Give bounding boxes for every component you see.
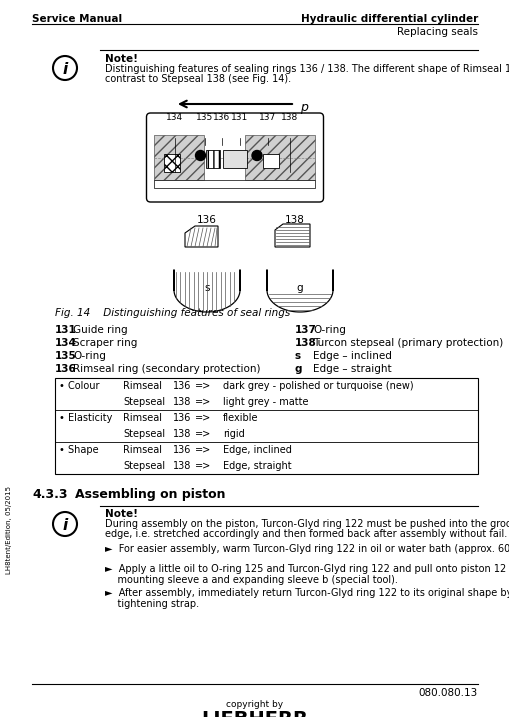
Bar: [206, 150, 220, 168]
Text: Rimseal: Rimseal: [123, 445, 162, 455]
Bar: [222, 150, 246, 168]
Text: 138: 138: [281, 113, 298, 122]
Text: tightening strap.: tightening strap.: [105, 599, 199, 609]
Text: ►  For easier assembly, warm Turcon-Glyd ring 122 in oil or water bath (approx. : ► For easier assembly, warm Turcon-Glyd …: [105, 544, 509, 554]
Bar: [154, 135, 204, 180]
Text: During assembly on the piston, Turcon-Glyd ring 122 must be pushed into the groo: During assembly on the piston, Turcon-Gl…: [105, 519, 509, 529]
Text: Service Manual: Service Manual: [32, 14, 122, 24]
Text: 137: 137: [294, 325, 316, 335]
Text: Edge – straight: Edge – straight: [313, 364, 391, 374]
Text: ►  Apply a little oil to O-ring 125 and Turcon-Glyd ring 122 and pull onto pisto: ► Apply a little oil to O-ring 125 and T…: [105, 564, 509, 574]
Text: Hydraulic differential cylinder: Hydraulic differential cylinder: [300, 14, 477, 24]
Text: Stepseal: Stepseal: [123, 461, 165, 471]
Text: p: p: [299, 101, 307, 114]
Text: Rimseal ring (secondary protection): Rimseal ring (secondary protection): [73, 364, 260, 374]
Text: 137: 137: [259, 113, 276, 122]
Text: i: i: [62, 62, 68, 77]
Text: Scraper ring: Scraper ring: [73, 338, 137, 348]
Text: dark grey - polished or turquoise (new): dark grey - polished or turquoise (new): [222, 381, 413, 391]
Text: g: g: [294, 364, 302, 374]
Text: 4.3.3: 4.3.3: [32, 488, 67, 501]
Text: =>: =>: [194, 429, 211, 439]
Text: Edge, straight: Edge, straight: [222, 461, 291, 471]
Text: Stepseal: Stepseal: [123, 397, 165, 407]
Text: O-ring: O-ring: [313, 325, 345, 335]
Text: copyright by: copyright by: [226, 700, 283, 709]
Text: light grey - matte: light grey - matte: [222, 397, 308, 407]
Text: 138: 138: [173, 429, 191, 439]
Bar: [154, 180, 315, 189]
Text: contrast to Stepseal 138 (see Fig. 14).: contrast to Stepseal 138 (see Fig. 14).: [105, 74, 291, 84]
Text: 134: 134: [166, 113, 183, 122]
Bar: [263, 153, 278, 168]
Text: 138: 138: [173, 461, 191, 471]
Bar: [244, 135, 315, 180]
Text: =>: =>: [194, 397, 211, 407]
Text: Stepseal: Stepseal: [123, 429, 165, 439]
Text: rigid: rigid: [222, 429, 244, 439]
Text: =>: =>: [194, 461, 211, 471]
Text: 135: 135: [55, 351, 76, 361]
Text: 135: 135: [196, 113, 213, 122]
FancyBboxPatch shape: [146, 113, 323, 202]
Text: Assembling on piston: Assembling on piston: [75, 488, 225, 501]
Polygon shape: [185, 226, 217, 247]
Polygon shape: [174, 270, 240, 312]
Text: • Shape: • Shape: [59, 445, 98, 455]
Text: 131: 131: [55, 325, 76, 335]
Text: 136: 136: [173, 413, 191, 423]
Text: Rimseal: Rimseal: [123, 381, 162, 391]
Text: 136: 136: [196, 215, 216, 225]
Text: 136: 136: [213, 113, 230, 122]
Polygon shape: [274, 224, 309, 247]
Bar: [55, 378, 477, 474]
Text: 136: 136: [173, 445, 191, 455]
Polygon shape: [267, 270, 332, 312]
Text: mounting sleeve a and expanding sleeve b (special tool).: mounting sleeve a and expanding sleeve b…: [105, 575, 397, 585]
Text: 080.080.13: 080.080.13: [418, 688, 477, 698]
Text: ►  After assembly, immediately return Turcon-Glyd ring 122 to its original shape: ► After assembly, immediately return Tur…: [105, 588, 509, 598]
Text: • Colour: • Colour: [59, 381, 99, 391]
Text: Distinguishing features of sealing rings 136 / 138. The different shape of Rimse: Distinguishing features of sealing rings…: [105, 64, 509, 74]
Text: LIEBHERR: LIEBHERR: [201, 710, 308, 717]
Text: =>: =>: [194, 413, 211, 423]
Text: Fig. 14    Distinguishing features of seal rings: Fig. 14 Distinguishing features of seal …: [55, 308, 290, 318]
Text: 138: 138: [285, 215, 304, 225]
Text: g: g: [296, 283, 303, 293]
Text: Note!: Note!: [105, 509, 138, 519]
Text: 136: 136: [173, 381, 191, 391]
Text: Replacing seals: Replacing seals: [396, 27, 477, 37]
Text: Guide ring: Guide ring: [73, 325, 127, 335]
Text: 136: 136: [55, 364, 76, 374]
Text: =>: =>: [194, 381, 211, 391]
Text: i: i: [62, 518, 68, 533]
Text: 138: 138: [294, 338, 316, 348]
Text: 131: 131: [231, 113, 248, 122]
Text: • Elasticity: • Elasticity: [59, 413, 112, 423]
Text: s: s: [204, 283, 209, 293]
Text: s: s: [294, 351, 300, 361]
Text: Turcon stepseal (primary protection): Turcon stepseal (primary protection): [313, 338, 502, 348]
Text: 134: 134: [55, 338, 77, 348]
Text: Rimseal: Rimseal: [123, 413, 162, 423]
Text: Edge, inclined: Edge, inclined: [222, 445, 291, 455]
Text: =>: =>: [194, 445, 211, 455]
Text: flexible: flexible: [222, 413, 258, 423]
Text: edge, i.e. stretched accordingly and then formed back after assembly without fai: edge, i.e. stretched accordingly and the…: [105, 529, 506, 539]
Text: 138: 138: [173, 397, 191, 407]
Circle shape: [195, 151, 205, 161]
Circle shape: [251, 151, 262, 161]
Text: Edge – inclined: Edge – inclined: [313, 351, 391, 361]
Text: LH8tent/Edition, 05/2015: LH8tent/Edition, 05/2015: [6, 486, 12, 574]
Bar: [164, 153, 180, 171]
Text: Note!: Note!: [105, 54, 138, 64]
Text: O-ring: O-ring: [73, 351, 106, 361]
